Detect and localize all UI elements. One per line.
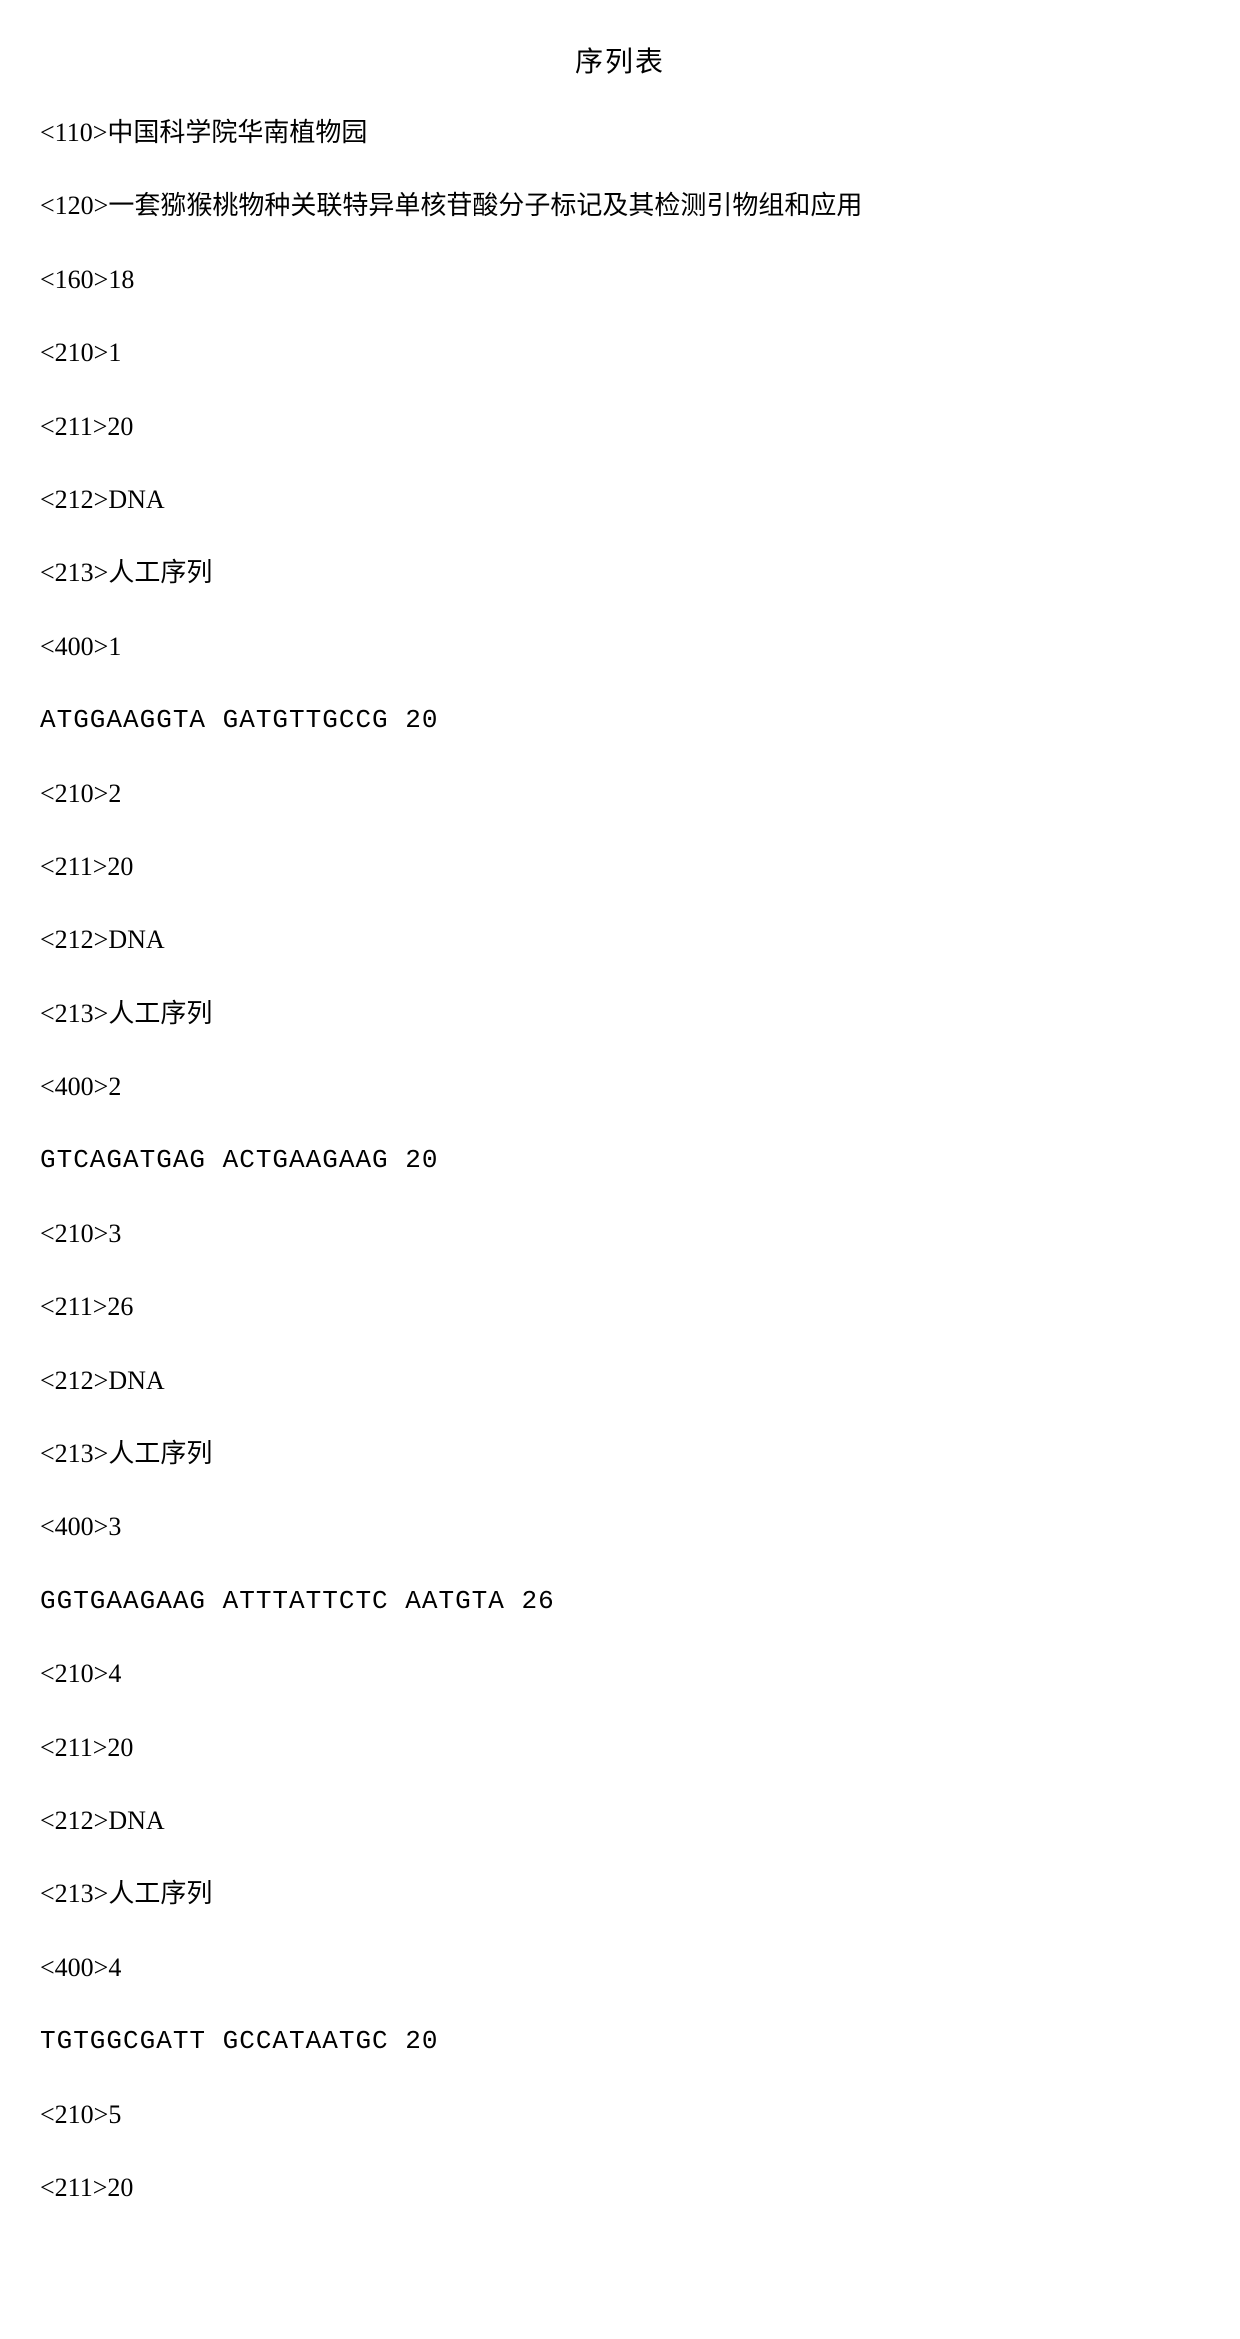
sequence-entry: <211>26 [40, 1289, 1200, 1325]
sequence-data: TGTGGCGATT GCCATAATGC 20 [40, 2023, 1200, 2059]
sequence-entry: <213>人工序列 [40, 996, 1200, 1032]
sequence-entry: <120>一套猕猴桃物种关联特异单核苷酸分子标记及其检测引物组和应用 [40, 188, 1200, 224]
sequence-entry: <212>DNA [40, 1803, 1200, 1839]
document-title: 序列表 [40, 40, 1200, 80]
sequence-entry: <110>中国科学院华南植物园 [40, 115, 1200, 151]
sequence-data: GGTGAAGAAG ATTTATTCTC AATGTA 26 [40, 1583, 1200, 1619]
sequence-listing-content: <110>中国科学院华南植物园 <120>一套猕猴桃物种关联特异单核苷酸分子标记及… [40, 115, 1200, 2206]
sequence-entry: <210>2 [40, 776, 1200, 812]
sequence-entry: <400>2 [40, 1069, 1200, 1105]
sequence-entry: <211>20 [40, 849, 1200, 885]
sequence-entry: <210>1 [40, 335, 1200, 371]
sequence-entry: <212>DNA [40, 1363, 1200, 1399]
sequence-entry: <211>20 [40, 1730, 1200, 1766]
sequence-data: GTCAGATGAG ACTGAAGAAG 20 [40, 1142, 1200, 1178]
sequence-entry: <400>4 [40, 1950, 1200, 1986]
sequence-entry: <213>人工序列 [40, 1436, 1200, 1472]
sequence-entry: <212>DNA [40, 482, 1200, 518]
sequence-entry: <211>20 [40, 2170, 1200, 2206]
sequence-entry: <210>3 [40, 1216, 1200, 1252]
sequence-entry: <400>1 [40, 629, 1200, 665]
sequence-entry: <210>4 [40, 1656, 1200, 1692]
sequence-entry: <213>人工序列 [40, 1876, 1200, 1912]
sequence-data: ATGGAAGGTA GATGTTGCCG 20 [40, 702, 1200, 738]
sequence-entry: <210>5 [40, 2097, 1200, 2133]
sequence-entry: <160>18 [40, 262, 1200, 298]
sequence-entry: <212>DNA [40, 922, 1200, 958]
sequence-entry: <400>3 [40, 1509, 1200, 1545]
sequence-entry: <213>人工序列 [40, 555, 1200, 591]
sequence-entry: <211>20 [40, 409, 1200, 445]
